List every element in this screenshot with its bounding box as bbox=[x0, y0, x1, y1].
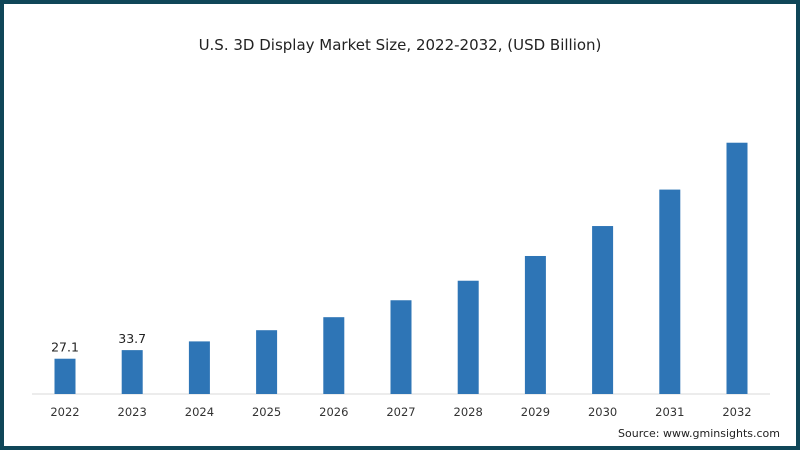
data-label: 33.7 bbox=[118, 331, 146, 346]
bar-2032 bbox=[726, 142, 748, 394]
source-note: Source: www.gminsights.com bbox=[618, 427, 780, 440]
bar-2025 bbox=[256, 330, 278, 394]
x-tick-label: 2029 bbox=[521, 405, 550, 419]
x-tick-label: 2030 bbox=[588, 405, 617, 419]
x-tick-label: 2032 bbox=[722, 405, 751, 419]
x-tick-label: 2028 bbox=[454, 405, 483, 419]
bar-2026 bbox=[323, 317, 345, 394]
x-tick-label: 2031 bbox=[655, 405, 684, 419]
data-label: 27.1 bbox=[51, 340, 79, 355]
bar-2024 bbox=[188, 341, 210, 394]
chart-title: U.S. 3D Display Market Size, 2022-2032, … bbox=[199, 36, 602, 54]
bar-2022 bbox=[54, 358, 76, 394]
x-tick-label: 2025 bbox=[252, 405, 281, 419]
bar-2030 bbox=[592, 226, 614, 394]
x-tick-label: 2022 bbox=[50, 405, 79, 419]
bar-2029 bbox=[524, 255, 546, 394]
bar-2023 bbox=[121, 350, 143, 394]
x-tick-label: 2027 bbox=[386, 405, 415, 419]
bar-2027 bbox=[390, 300, 412, 394]
x-tick-label: 2026 bbox=[319, 405, 348, 419]
x-tick-label: 2024 bbox=[185, 405, 214, 419]
bar-2028 bbox=[457, 280, 479, 394]
x-tick-label: 2023 bbox=[118, 405, 147, 419]
bar-2031 bbox=[659, 189, 681, 394]
